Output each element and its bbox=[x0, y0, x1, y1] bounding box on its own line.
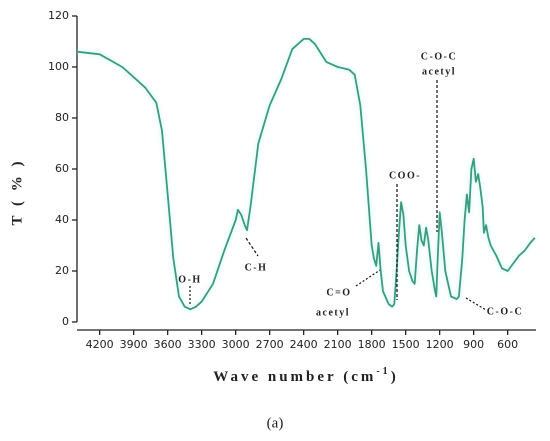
caption: (a) bbox=[267, 415, 284, 431]
x-tick-label: 2700 bbox=[256, 338, 284, 351]
x-axis-label-text: Wave number (cm bbox=[213, 369, 376, 385]
annotation: acetyl bbox=[422, 66, 456, 77]
y-tick-label: 100 bbox=[48, 60, 69, 73]
y-tick-label: 40 bbox=[55, 213, 69, 226]
x-tick-label: 4200 bbox=[86, 338, 114, 351]
annotation: COO- bbox=[389, 170, 421, 181]
y-axis-label: T ( % ) bbox=[9, 159, 25, 226]
x-tick-label: 3300 bbox=[188, 338, 216, 351]
annotation: C-H bbox=[245, 262, 268, 273]
x-axis-label-sup: -1 bbox=[376, 366, 390, 377]
x-tick-label: 600 bbox=[497, 338, 518, 351]
y-tick-label: 80 bbox=[55, 111, 69, 124]
x-tick-label: 900 bbox=[463, 338, 484, 351]
annotation-leader bbox=[465, 297, 487, 311]
x-tick-label: 1800 bbox=[358, 338, 386, 351]
annotation-leader bbox=[245, 237, 259, 257]
x-tick-label: 3600 bbox=[154, 338, 182, 351]
x-axis-label-suffix: ) bbox=[391, 369, 399, 385]
x-tick-label: 2400 bbox=[290, 338, 318, 351]
annotation: C-O-C bbox=[487, 306, 523, 317]
y-tick-label: 60 bbox=[55, 162, 69, 175]
annotation-leader bbox=[355, 269, 381, 287]
x-tick-label: 1500 bbox=[392, 338, 420, 351]
annotation: C=O bbox=[326, 287, 351, 298]
y-tick-label: 20 bbox=[55, 264, 69, 277]
annotation: C-O-C bbox=[421, 51, 457, 62]
x-tick-label: 3000 bbox=[222, 338, 250, 351]
annotation: O-H bbox=[178, 274, 201, 285]
x-tick-label: 1200 bbox=[426, 338, 454, 351]
y-tick-label: 120 bbox=[48, 9, 69, 22]
spectrum-line bbox=[76, 38, 536, 311]
annotation: acetyl bbox=[316, 307, 350, 318]
x-tick-label: 2100 bbox=[324, 338, 352, 351]
x-axis-label: Wave number (cm-1) bbox=[213, 366, 398, 385]
x-tick-label: 3900 bbox=[120, 338, 148, 351]
y-tick-label: 0 bbox=[62, 315, 69, 328]
